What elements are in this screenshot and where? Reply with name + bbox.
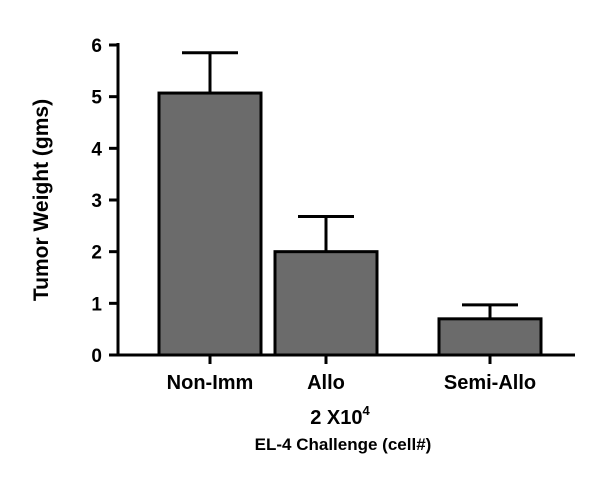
x-tick-label: Non-Imm [167,372,254,394]
x-axis-ticks: Non-Imm Allo Semi-Allo [167,355,536,394]
bar [273,250,379,357]
bar [437,317,543,357]
x-tick-label: Allo [307,372,345,394]
x-axis-title-line2: EL-4 Challenge (cell#) [255,435,432,454]
bars [157,91,543,357]
y-axis-ticks: 0 1 2 3 4 5 6 [91,36,118,367]
x-axis-title-line1: 2 X104 [310,403,370,429]
y-tick-label: 3 [91,191,102,212]
x-tick-label: Semi-Allo [444,372,536,394]
y-tick-label: 1 [91,294,102,315]
y-tick-label: 6 [91,36,102,57]
y-axis-title: Tumor Weight (gms) [30,99,53,301]
y-tick-label: 4 [91,139,102,160]
x-axis-title-superscript: 4 [363,403,371,418]
y-tick-label: 2 [91,243,102,264]
x-axis-title-base: 2 X10 [310,407,362,429]
y-tick-label: 0 [91,346,102,367]
bar [157,91,263,357]
y-tick-label: 5 [91,88,102,109]
error-bars [182,51,518,319]
